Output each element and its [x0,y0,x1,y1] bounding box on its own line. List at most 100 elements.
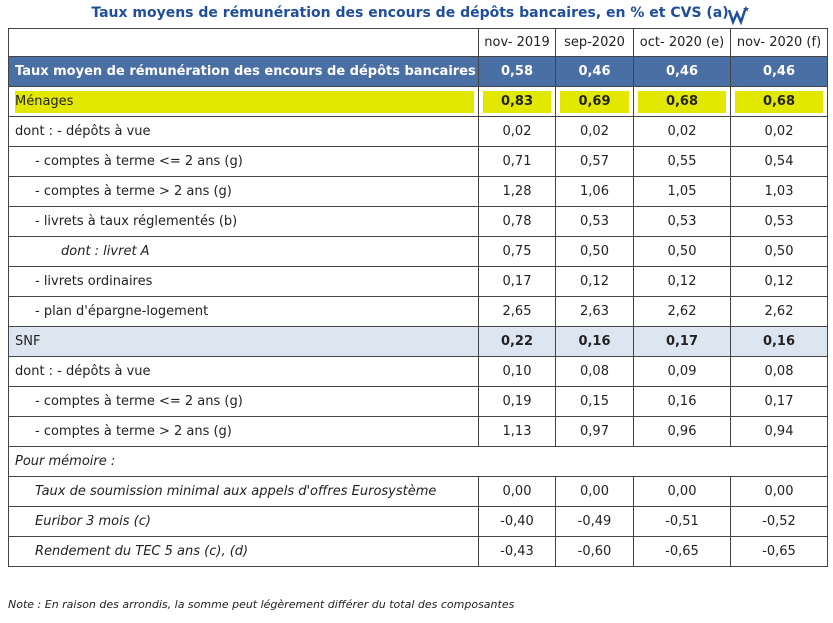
value-cell: 0,19 [478,386,556,417]
value-cell: 0,54 [730,146,828,177]
table-row: - plan d'épargne-logement 2,65 2,63 2,62 2,6… [8,296,828,327]
value-cell: 0,08 [555,356,634,387]
value-cell: 0,17 [633,326,731,357]
row-label: Euribor 3 mois (c) [8,506,479,537]
row-label: Ménages [8,86,479,117]
value-cell: 0,68 [730,86,828,117]
row-label: dont : - dépôts à vue [8,116,479,147]
table-row: - comptes à terme > 2 ans (g) 1,13 0,97 0,9… [8,416,828,447]
value-cell: 0,02 [478,116,556,147]
value-cell: 0,02 [730,116,828,147]
table-row: - comptes à terme <= 2 ans (g) 0,19 0,15 0,… [8,386,828,417]
row-label: SNF [8,326,479,357]
highlight: 0,83 [483,90,551,113]
value-cell: 0,94 [730,416,828,447]
value-cell: -0,49 [555,506,634,537]
value-cell: 0,22 [478,326,556,357]
table-row: - livrets à taux réglementés (b) 0,78 0,53… [8,206,828,237]
header-cell: sep-2020 [555,28,634,57]
table-row: dont : - dépôts à vue 0,02 0,02 0,02 0,02 [8,116,828,147]
value-cell: 0,16 [730,326,828,357]
table-row: Ménages 0,83 0,69 0,68 0,68 [8,86,828,117]
memo-row: Euribor 3 mois (c) -0,40 -0,49 -0,51 -0,52 [8,506,828,537]
value-cell: 0,10 [478,356,556,387]
value-cell: 2,63 [555,296,634,327]
value-cell: 0,78 [478,206,556,237]
value-cell: 0,12 [633,266,731,297]
memo-row: Taux de soumission minimal aux appels d'… [8,476,828,507]
value-cell: 0,57 [555,146,634,177]
header-cell: nov- 2020 (f) [730,28,828,57]
value-cell: 0,96 [633,416,731,447]
memo-row: Rendement du TEC 5 ans (c), (d) -0,43 -0,6… [8,536,828,567]
value-cell: 0,16 [633,386,731,417]
value-cell: 0,09 [633,356,731,387]
value-cell: 0,00 [730,476,828,507]
row-label: dont : - dépôts à vue [8,356,479,387]
value-cell: 0,75 [478,236,556,267]
value-cell: 0,00 [478,476,556,507]
value-cell: 0,69 [555,86,634,117]
value-cell: -0,52 [730,506,828,537]
value-cell: 0,50 [555,236,634,267]
note: Note : En raison des arrondis, la somme … [8,598,515,611]
highlight: Ménages [15,90,474,113]
value-cell: 1,28 [478,176,556,207]
value-cell: 1,03 [730,176,828,207]
memo-title: Pour mémoire : [8,446,828,477]
row-label: - comptes à terme <= 2 ans (g) [8,386,479,417]
header-row: nov- 2019 sep-2020 oct- 2020 (e) nov- 2020 … [8,28,828,57]
value-cell: -0,40 [478,506,556,537]
value-cell: 1,06 [555,176,634,207]
table-row: dont : - dépôts à vue 0,10 0,08 0,09 0,08 [8,356,828,387]
row-label: - comptes à terme <= 2 ans (g) [8,146,479,177]
value-cell: 0,16 [555,326,634,357]
value-cell: 0,15 [555,386,634,417]
value-cell: -0,51 [633,506,731,537]
row-label: - livrets à taux réglementés (b) [8,206,479,237]
title: Taux moyens de rémunération des encours … [91,5,729,21]
value-cell: 0,12 [730,266,828,297]
header-cell: oct- 2020 (e) [633,28,731,57]
value-cell: 0,50 [730,236,828,267]
value-cell: 1,13 [478,416,556,447]
row-label: - comptes à terme > 2 ans (g) [8,416,479,447]
value-cell: 0,55 [633,146,731,177]
value-cell: 0,12 [555,266,634,297]
logo [727,6,749,25]
value-cell: 0,53 [555,206,634,237]
value-cell: 0,46 [633,56,731,87]
table-row: - livrets ordinaires 0,17 0,12 0,12 0,12 [8,266,828,297]
value-cell: 2,65 [478,296,556,327]
memo-title-row: Pour mémoire : [8,446,828,477]
table-row: - comptes à terme > 2 ans (g) 1,28 1,06 1,0… [8,176,828,207]
value-cell: 2,62 [730,296,828,327]
value-cell: 0,02 [555,116,634,147]
value-cell: 0,00 [633,476,731,507]
value-cell: -0,43 [478,536,556,567]
row-label: - livrets ordinaires [8,266,479,297]
value-cell: 0,08 [730,356,828,387]
value-cell: 0,17 [478,266,556,297]
value-cell: -0,65 [633,536,731,567]
value-cell: 0,71 [478,146,556,177]
highlight: 0,68 [735,90,823,113]
row-label: - plan d'épargne-logement [8,296,479,327]
row-label: - comptes à terme > 2 ans (g) [8,176,479,207]
row-label: Taux moyen de rémunération des encours d… [8,56,479,87]
header-cell [8,28,479,57]
value-cell: 0,46 [555,56,634,87]
highlight: 0,69 [560,90,629,113]
value-cell: 0,53 [730,206,828,237]
row-label: Rendement du TEC 5 ans (c), (d) [8,536,479,567]
table: nov- 2019 sep-2020 oct- 2020 (e) nov- 2020 … [8,28,828,567]
table-row: Taux moyen de rémunération des encours d… [8,56,828,87]
value-cell: 0,17 [730,386,828,417]
row-label: Taux de soumission minimal aux appels d'… [8,476,479,507]
value-cell: 1,05 [633,176,731,207]
value-cell: 0,00 [555,476,634,507]
value-cell: 0,46 [730,56,828,87]
value-cell: 0,97 [555,416,634,447]
table-row: SNF 0,22 0,16 0,17 0,16 [8,326,828,357]
